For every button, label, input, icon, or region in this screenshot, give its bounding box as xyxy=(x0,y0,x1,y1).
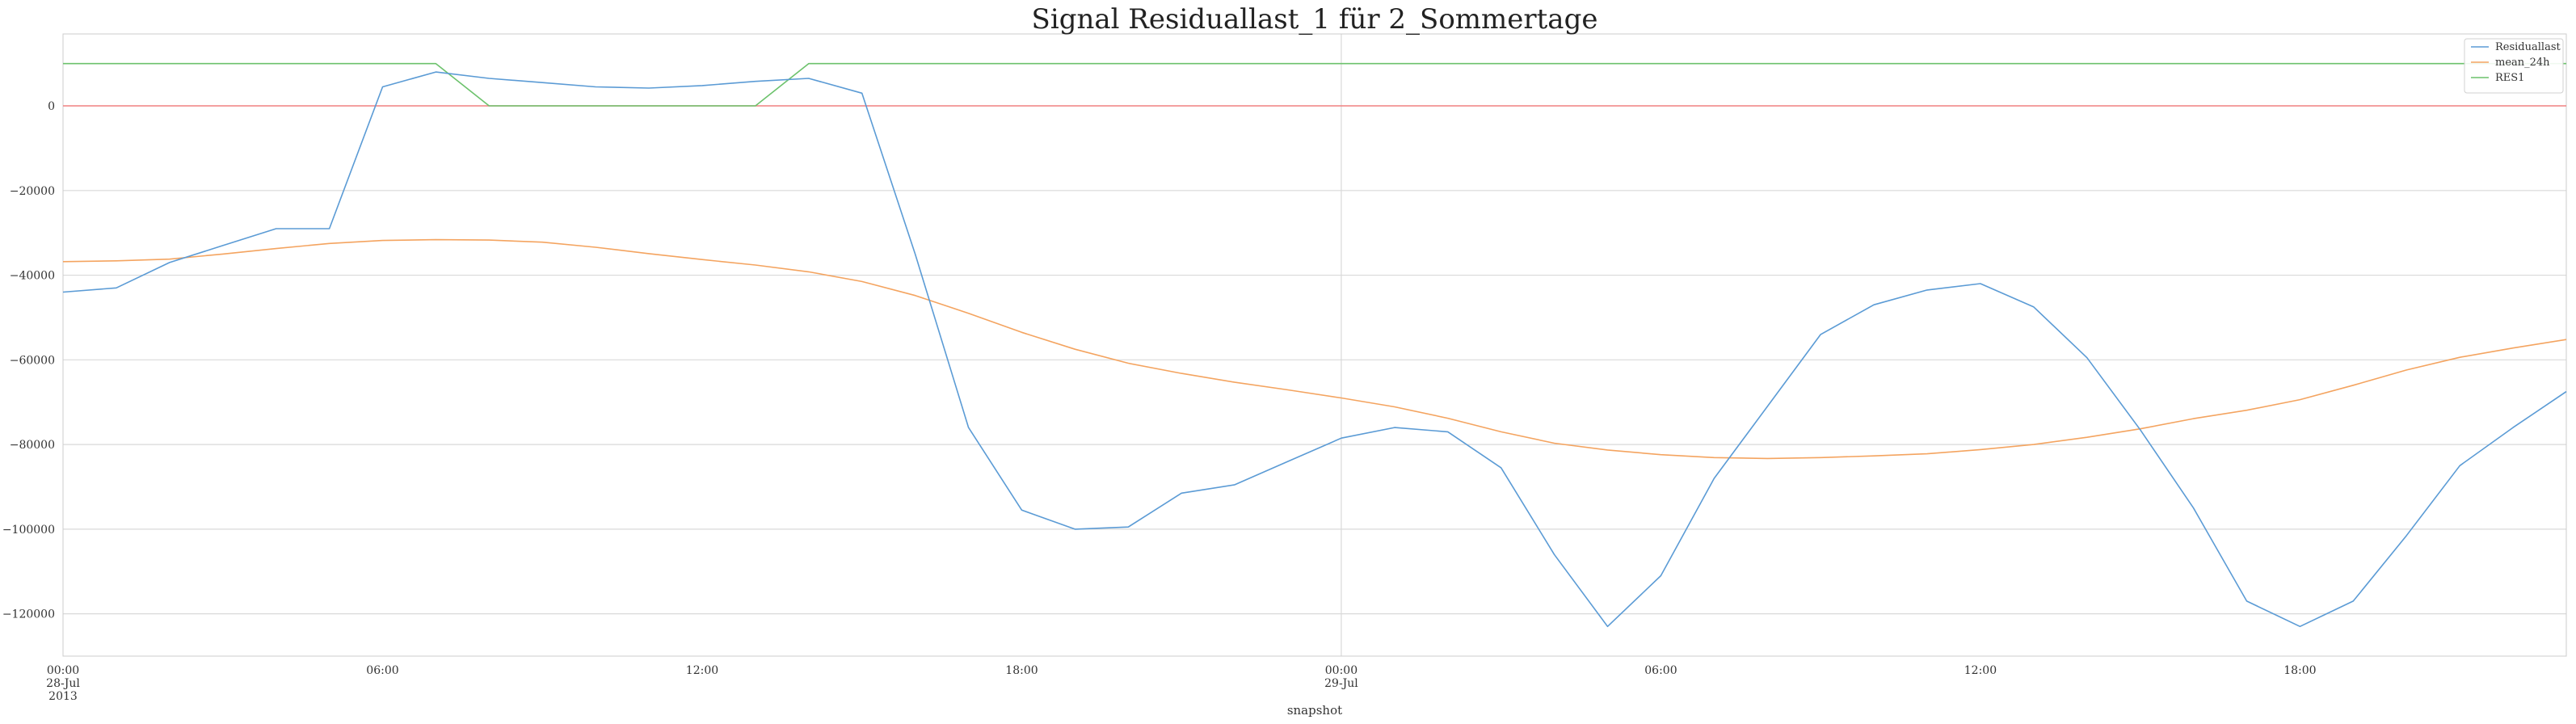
y-tick-label: −40000 xyxy=(10,270,55,283)
chart-title: Signal Residuallast_1 für 2_Sommertage xyxy=(1032,3,1598,36)
series-layer xyxy=(62,62,2567,628)
x-tick-line: 12:00 xyxy=(1964,664,1997,677)
x-tick-line: 00:00 xyxy=(47,664,79,677)
x-tick-line: 12:00 xyxy=(686,664,718,677)
legend: Residuallast mean_24h RES1 xyxy=(2464,38,2564,94)
legend-label: mean_24h xyxy=(2495,57,2550,69)
y-tick-label: 0 xyxy=(48,100,55,113)
x-tick-label: 18:00 xyxy=(1005,664,1038,677)
legend-label: RES1 xyxy=(2495,72,2524,84)
y-tick-label: −120000 xyxy=(2,608,55,621)
x-tick-line: 29-Jul xyxy=(1324,677,1358,690)
series-line-res1 xyxy=(63,62,2566,107)
x-tick-label: 12:00 xyxy=(1964,664,1997,677)
x-tick-label: 00:00 29-Jul xyxy=(1324,664,1358,690)
y-tick-labels: 0 −20000 −40000 −60000 −80000 −100000 −120000 xyxy=(2,100,55,621)
x-axis-label: snapshot xyxy=(1287,703,1342,718)
x-tick-label: 12:00 xyxy=(686,664,718,677)
x-tick-label: 00:00 28-Jul 2013 xyxy=(46,664,80,703)
plot-frame xyxy=(62,33,2567,657)
x-tick-line: 2013 xyxy=(48,690,78,703)
y-tick-label: −80000 xyxy=(10,439,55,452)
x-tick-label: 06:00 xyxy=(1644,664,1677,677)
x-tick-line: 00:00 xyxy=(1325,664,1357,677)
legend-box xyxy=(2464,38,2564,94)
legend-label: Residuallast xyxy=(2495,41,2561,53)
x-tick-line: 18:00 xyxy=(2283,664,2316,677)
x-tick-line: 28-Jul xyxy=(46,677,80,690)
series-line-residuallast xyxy=(62,71,2567,628)
y-tick-label: −20000 xyxy=(10,185,55,198)
x-tick-line: 18:00 xyxy=(1005,664,1038,677)
gridlines xyxy=(63,34,2566,656)
y-tick-label: −100000 xyxy=(2,524,55,537)
x-tick-label: 18:00 xyxy=(2283,664,2316,677)
y-tick-label: −60000 xyxy=(10,354,55,367)
x-tick-label: 06:00 xyxy=(366,664,398,677)
x-tick-line: 06:00 xyxy=(1644,664,1677,677)
x-tick-line: 06:00 xyxy=(366,664,398,677)
series-line-mean-24h xyxy=(62,238,2567,460)
